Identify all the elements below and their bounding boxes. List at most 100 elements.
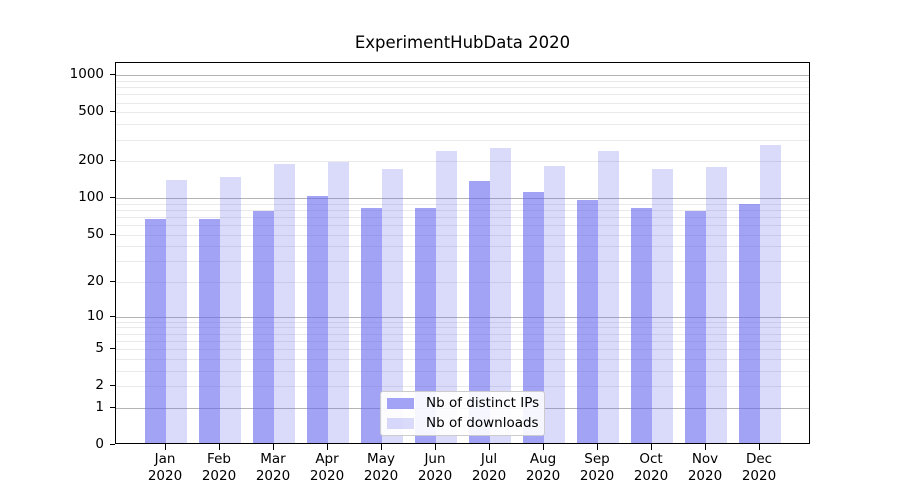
y-tick-label: 2 <box>95 377 104 393</box>
y-tick-label: 50 <box>86 226 104 242</box>
minor-gridline <box>116 103 809 104</box>
bar-downloads <box>544 166 565 443</box>
x-tick-year: 2020 <box>471 467 507 484</box>
y-tick <box>110 160 115 161</box>
bar-downloads <box>706 167 727 443</box>
x-tick-year: 2020 <box>741 467 777 484</box>
x-tick <box>435 444 436 450</box>
bar-distinct-ips <box>631 208 652 443</box>
minor-gridline <box>116 87 809 88</box>
y-tick-label: 1000 <box>69 66 104 82</box>
legend-label-downloads: Nb of downloads <box>426 414 539 431</box>
x-tick-label: Oct 2020 <box>615 451 687 484</box>
bar-downloads <box>328 162 349 443</box>
y-tick <box>110 197 115 198</box>
bar-distinct-ips <box>739 204 760 443</box>
x-tick-month: Aug <box>529 451 557 467</box>
x-tick-month: Dec <box>745 451 773 467</box>
bar-downloads <box>274 164 295 443</box>
bar-downloads <box>220 177 241 443</box>
y-tick <box>110 407 115 408</box>
bar-downloads <box>760 145 781 443</box>
y-tick-label: 10 <box>86 308 104 324</box>
x-tick-label: Sep 2020 <box>561 451 633 484</box>
bar-distinct-ips <box>253 211 274 443</box>
minor-gridline <box>116 124 809 125</box>
y-tick <box>110 316 115 317</box>
x-tick-month: Sep <box>584 451 610 467</box>
x-tick <box>651 444 652 450</box>
bar-distinct-ips <box>145 219 166 443</box>
minor-gridline <box>116 371 809 372</box>
minor-gridline <box>116 81 809 82</box>
minor-gridline <box>116 341 809 342</box>
minor-gridline <box>116 161 809 162</box>
x-tick-year: 2020 <box>417 467 453 484</box>
y-tick-label: 200 <box>78 152 104 168</box>
x-tick-label: Nov 2020 <box>669 451 741 484</box>
bar-downloads <box>166 180 187 443</box>
bar-distinct-ips <box>469 181 490 443</box>
bar-distinct-ips <box>523 192 544 443</box>
x-tick-year: 2020 <box>579 467 615 484</box>
legend: Nb of distinct IPs Nb of downloads <box>380 391 545 436</box>
x-tick-year: 2020 <box>363 467 399 484</box>
x-tick-label: Jul 2020 <box>453 451 525 484</box>
x-tick-year: 2020 <box>309 467 345 484</box>
y-tick-label: 500 <box>78 103 104 119</box>
y-tick-label: 100 <box>78 189 104 205</box>
minor-gridline <box>116 261 809 262</box>
x-tick-label: Mar 2020 <box>237 451 309 484</box>
bar-downloads <box>436 151 457 443</box>
x-tick-label: Apr 2020 <box>291 451 363 484</box>
major-gridline <box>116 317 809 318</box>
minor-gridline <box>116 225 809 226</box>
x-tick-label: May 2020 <box>345 451 417 484</box>
x-tick-month: Apr <box>315 451 339 467</box>
x-tick <box>543 444 544 450</box>
minor-gridline <box>116 322 809 323</box>
x-tick-label: Aug 2020 <box>507 451 579 484</box>
plot-area <box>115 62 810 444</box>
legend-item-distinct-ips: Nb of distinct IPs <box>387 396 544 411</box>
x-tick-year: 2020 <box>201 467 237 484</box>
x-tick-month: Jan <box>154 451 176 467</box>
minor-gridline <box>116 359 809 360</box>
x-tick-year: 2020 <box>633 467 669 484</box>
x-tick-month: Jul <box>480 451 498 467</box>
x-tick <box>705 444 706 450</box>
x-tick <box>165 444 166 450</box>
minor-gridline <box>116 140 809 141</box>
bar-downloads <box>652 169 673 443</box>
minor-gridline <box>116 386 809 387</box>
bar-distinct-ips <box>415 208 436 443</box>
y-tick-label: 0 <box>95 436 104 452</box>
minor-gridline <box>116 349 809 350</box>
x-tick-year: 2020 <box>525 467 561 484</box>
bar-distinct-ips <box>199 219 220 443</box>
legend-item-downloads: Nb of downloads <box>387 414 544 431</box>
y-tick <box>110 111 115 112</box>
minor-gridline <box>116 327 809 328</box>
x-tick-year: 2020 <box>147 467 183 484</box>
x-tick-month: May <box>367 451 395 467</box>
minor-gridline <box>116 112 809 113</box>
bar-downloads <box>490 148 511 443</box>
bar-distinct-ips <box>577 200 598 443</box>
bar-distinct-ips <box>685 211 706 443</box>
x-tick <box>327 444 328 450</box>
x-tick-month: Nov <box>691 451 719 467</box>
minor-gridline <box>116 282 809 283</box>
minor-gridline <box>116 235 809 236</box>
y-tick-label: 1 <box>95 399 104 415</box>
bar-distinct-ips <box>361 208 382 443</box>
minor-gridline <box>116 94 809 95</box>
minor-gridline <box>116 204 809 205</box>
x-tick <box>759 444 760 450</box>
minor-gridline <box>116 246 809 247</box>
major-gridline <box>116 198 809 199</box>
legend-swatch-downloads-icon <box>387 417 414 429</box>
major-gridline <box>116 75 809 76</box>
x-tick-year: 2020 <box>687 467 723 484</box>
